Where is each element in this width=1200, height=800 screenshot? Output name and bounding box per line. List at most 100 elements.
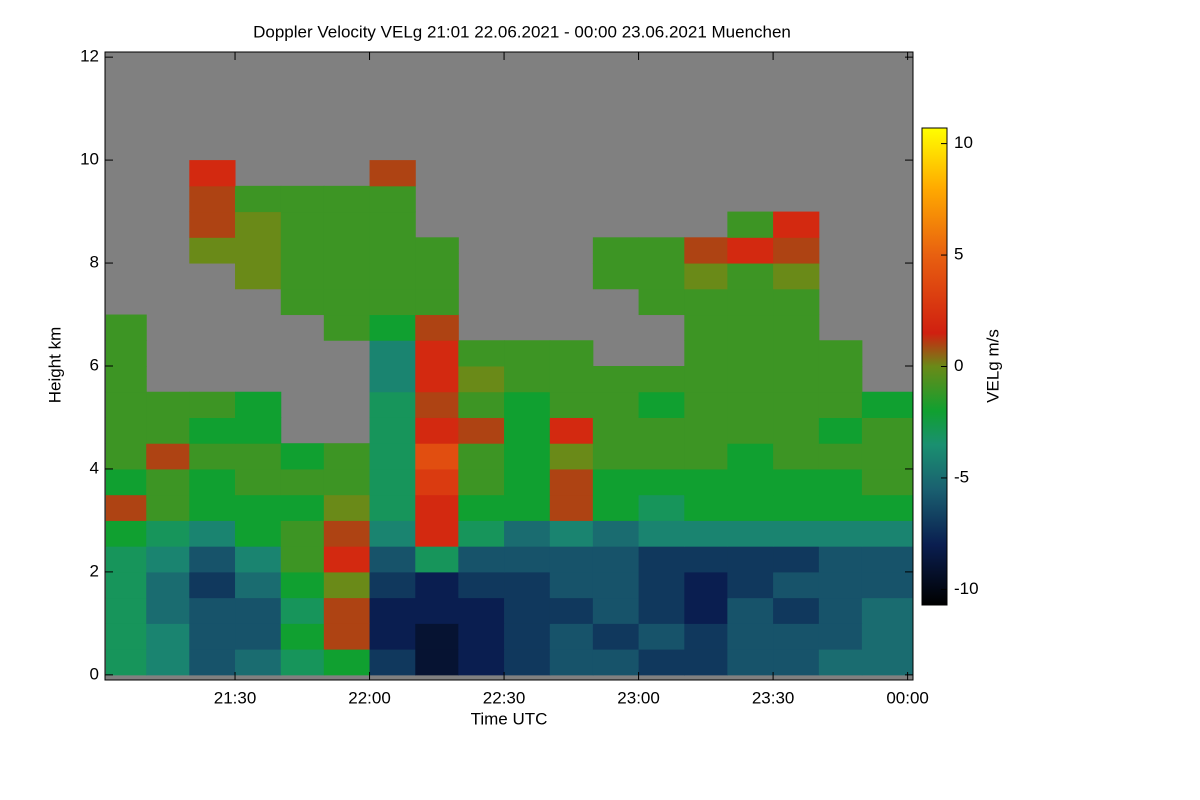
heatmap-cell <box>638 468 685 496</box>
y-tick-label: 6 <box>90 355 99 374</box>
heatmap-cell <box>684 314 728 341</box>
heatmap-cell <box>105 494 147 521</box>
heatmap-cell <box>684 468 728 496</box>
heatmap-cell <box>146 417 190 444</box>
heatmap-cell <box>235 185 282 213</box>
heatmap-cell <box>727 288 774 316</box>
heatmap-cell <box>235 391 282 418</box>
heatmap-cell <box>146 494 190 521</box>
heatmap-cell <box>323 237 371 264</box>
heatmap-cell <box>323 649 371 676</box>
heatmap-cell <box>592 494 640 521</box>
heatmap-cell <box>280 571 325 599</box>
heatmap-cell <box>105 649 147 676</box>
heatmap-cell <box>369 263 416 290</box>
heatmap-cell <box>818 597 863 624</box>
colorbar-tick-label: -5 <box>954 467 969 486</box>
heatmap-cell <box>504 443 551 470</box>
heatmap-cell <box>818 468 863 496</box>
heatmap-cell <box>323 623 371 650</box>
heatmap-cell <box>727 314 774 341</box>
heatmap-cell <box>105 468 147 496</box>
heatmap-cell <box>146 571 190 599</box>
colorbar-tick-label: 0 <box>954 356 963 375</box>
heatmap-cell <box>638 494 685 521</box>
heatmap-cell <box>323 546 371 573</box>
x-tick-label: 22:00 <box>348 688 391 707</box>
heatmap-cell <box>861 546 914 573</box>
heatmap-cell <box>638 649 685 676</box>
heatmap-cell <box>146 468 190 496</box>
heatmap-cell <box>415 366 459 393</box>
heatmap-cell <box>592 597 640 624</box>
heatmap-cell <box>861 443 914 470</box>
heatmap-cell <box>773 237 820 264</box>
heatmap-cell <box>773 340 820 367</box>
heatmap-cell <box>773 494 820 521</box>
heatmap-cell <box>105 571 147 599</box>
heatmap-cell <box>235 443 282 470</box>
heatmap-cell <box>638 571 685 599</box>
x-tick-label: 22:30 <box>483 688 526 707</box>
heatmap-cell <box>369 288 416 316</box>
heatmap-cell <box>458 340 505 367</box>
heatmap-cell <box>458 649 505 676</box>
heatmap-cell <box>638 288 685 316</box>
y-tick-label: 10 <box>80 150 99 169</box>
heatmap-cell <box>280 185 325 213</box>
heatmap-cell <box>818 494 863 521</box>
heatmap-cell <box>773 597 820 624</box>
heatmap-cell <box>369 571 416 599</box>
heatmap-cell <box>415 649 459 676</box>
heatmap-cell <box>146 649 190 676</box>
heatmap-cell <box>773 623 820 650</box>
heatmap-cell <box>369 443 416 470</box>
heatmap-cell <box>773 263 820 290</box>
heatmap-cell <box>323 468 371 496</box>
heatmap-cell <box>105 314 147 341</box>
heatmap-cell <box>861 649 914 676</box>
heatmap-cell <box>189 546 236 573</box>
y-tick-label: 2 <box>90 561 99 580</box>
heatmap-cell <box>235 263 282 290</box>
heatmap-cell <box>773 443 820 470</box>
y-tick-label: 8 <box>90 253 99 272</box>
heatmap-cell <box>146 391 190 418</box>
heatmap-cell <box>105 520 147 547</box>
heatmap-cell <box>504 468 551 496</box>
heatmap-cell <box>415 623 459 650</box>
heatmap-cell <box>235 546 282 573</box>
heatmap-cell <box>235 237 282 264</box>
chart-title: Doppler Velocity VELg 21:01 22.06.2021 -… <box>253 22 791 41</box>
heatmap-cell <box>504 623 551 650</box>
heatmap-cell <box>146 623 190 650</box>
x-tick-label: 23:00 <box>617 688 660 707</box>
heatmap-cell <box>280 520 325 547</box>
heatmap-cell <box>818 649 863 676</box>
heatmap-cell <box>638 366 685 393</box>
heatmap-cell <box>638 443 685 470</box>
x-tick-label: 00:00 <box>886 688 929 707</box>
heatmap-cell <box>458 366 505 393</box>
heatmap-cell <box>369 237 416 264</box>
heatmap-cell <box>458 597 505 624</box>
heatmap-cell <box>592 366 640 393</box>
heatmap-cell <box>504 649 551 676</box>
heatmap-cell <box>684 571 728 599</box>
heatmap-cell <box>189 237 236 264</box>
heatmap-cell <box>818 546 863 573</box>
heatmap-cell <box>861 571 914 599</box>
heatmap-cell <box>549 468 594 496</box>
heatmap-cell <box>235 520 282 547</box>
heatmap-cell <box>189 597 236 624</box>
heatmap-cell <box>105 417 147 444</box>
heatmap-cell <box>504 340 551 367</box>
heatmap-cell <box>592 237 640 264</box>
heatmap-cell <box>235 571 282 599</box>
heatmap-cell <box>323 520 371 547</box>
heatmap-cell <box>727 494 774 521</box>
heatmap-cell <box>549 597 594 624</box>
heatmap-cell <box>818 571 863 599</box>
heatmap-cell <box>861 391 914 418</box>
heatmap-cell <box>549 494 594 521</box>
